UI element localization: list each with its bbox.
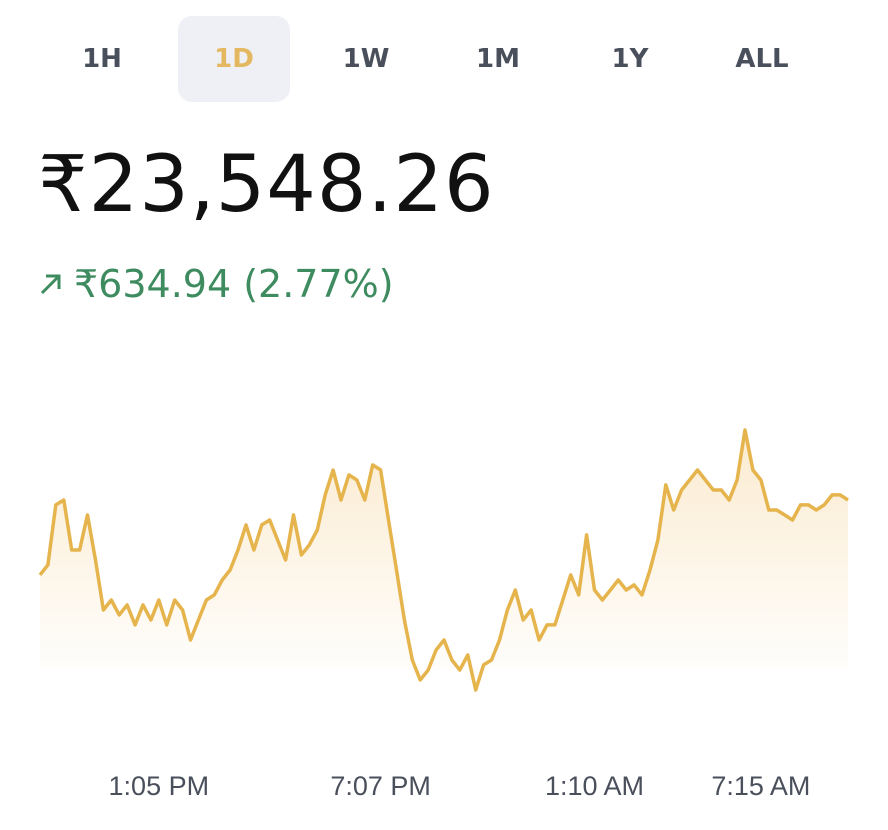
x-tick-label: 1:05 PM: [109, 771, 210, 801]
x-tick-label: 1:10 AM: [545, 771, 644, 801]
change-text: ₹634.94 (2.77%): [74, 262, 394, 306]
area-fill: [40, 430, 848, 690]
price: ₹23,548.26: [38, 140, 495, 230]
range-tab[interactable]: 1M: [476, 44, 520, 74]
price-line: [38, 428, 849, 692]
x-tick-label: 7:15 AM: [711, 771, 810, 801]
range-tab[interactable]: 1H: [82, 44, 122, 74]
x-tick-label: 7:07 PM: [330, 771, 431, 801]
range-tab[interactable]: 1W: [342, 44, 390, 74]
range-tab[interactable]: 1Y: [611, 44, 649, 74]
range-tab[interactable]: 1D: [178, 16, 290, 102]
range-tab[interactable]: ALL: [735, 44, 789, 74]
price-change: ₹634.94 (2.77%): [38, 262, 394, 306]
up-arrow-icon: [40, 274, 61, 295]
range-tabs: 1H 1D 1W 1M 1Y ALL: [46, 16, 842, 102]
